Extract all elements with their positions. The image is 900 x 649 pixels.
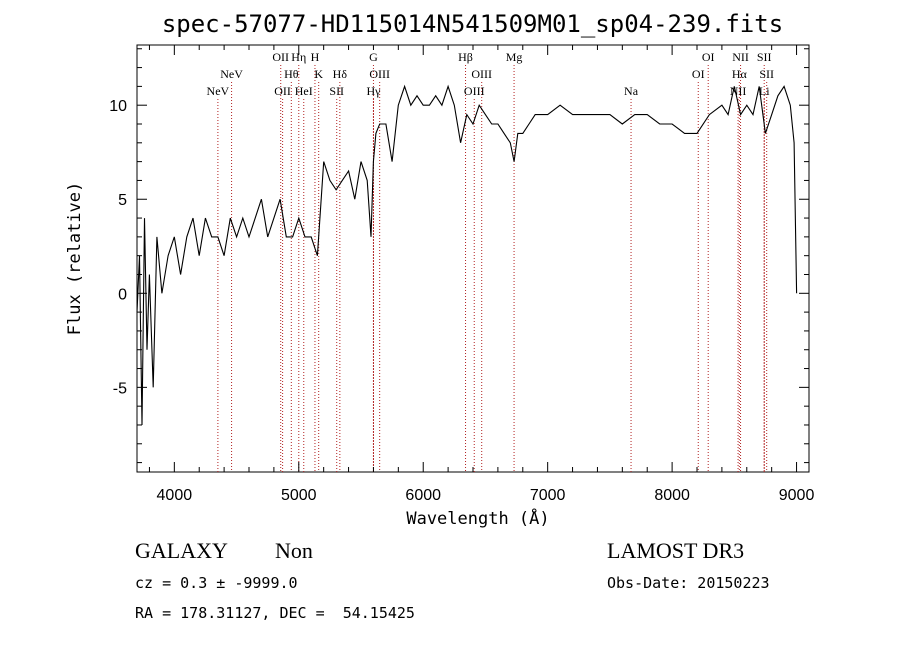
spectral-line-label: Hβ [458, 50, 473, 64]
x-tick-label: 8000 [654, 487, 690, 504]
x-tick-label: 5000 [281, 487, 317, 504]
coordinates-readout: RA = 178.31127, DEC = 54.15425 [135, 604, 415, 622]
object-subclass: Non [275, 538, 313, 563]
spectral-line-label: G [369, 50, 378, 64]
spectral-line-label: Na [624, 84, 639, 98]
spectral-line-label: Li [759, 84, 770, 98]
spectrum-series-line [136, 84, 798, 426]
x-tick-label: 7000 [530, 487, 566, 504]
spectral-line-label: Mg [506, 50, 523, 64]
chart-title: spec-57077-HD115014N541509M01_sp04-239.f… [161, 10, 784, 38]
spectral-line-label: OI [692, 67, 705, 81]
spectral-line-label: Hδ [333, 67, 348, 81]
spectral-line-label: SII [329, 84, 344, 98]
spectral-line-label: SII [757, 50, 772, 64]
x-tick-label: 6000 [405, 487, 441, 504]
spectral-line-label: NeV [220, 67, 243, 81]
spectral-line-label: OIII [471, 67, 492, 81]
spectral-line-label: NeV [207, 84, 230, 98]
observation-date: Obs-Date: 20150223 [607, 574, 770, 592]
spectral-line-label: Hγ [366, 84, 381, 98]
spectral-line-label: OII [272, 50, 289, 64]
spectral-line-label: H [311, 50, 320, 64]
y-tick-label: 0 [118, 286, 127, 303]
redshift-readout: cz = 0.3 ± -9999.0 [135, 574, 298, 592]
spectral-line-label: K [314, 67, 323, 81]
spectral-line-label: Hθ [284, 67, 299, 81]
spectral-line-label: NII [732, 50, 749, 64]
y-axis-label: Flux (relative) [65, 182, 85, 336]
spectral-line-label: OIII [369, 67, 390, 81]
y-tick-label: -5 [113, 380, 127, 397]
survey-name: LAMOST DR3 [607, 538, 745, 563]
spectral-line-label: SII [759, 67, 774, 81]
spectral-line-label: HeI [295, 84, 313, 98]
y-tick-label: 10 [109, 98, 127, 115]
x-tick-label: 4000 [157, 487, 193, 504]
spectral-line-label: OIII [464, 84, 485, 98]
x-tick-label: 9000 [779, 487, 815, 504]
object-class: GALAXY [135, 538, 228, 563]
x-axis-label: Wavelength (Å) [406, 507, 549, 529]
spectral-line-label: OI [702, 50, 715, 64]
spectral-line-label: Hα [732, 67, 748, 81]
spectral-line-label: Hη [291, 50, 306, 64]
spectral-line-label: OII [274, 84, 291, 98]
y-tick-label: 5 [118, 192, 127, 209]
